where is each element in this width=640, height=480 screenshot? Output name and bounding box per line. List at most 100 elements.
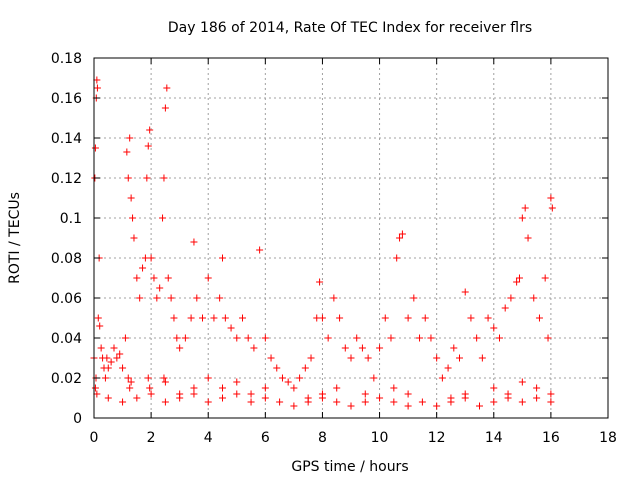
data-point — [524, 234, 532, 242]
data-point — [533, 384, 541, 392]
data-point — [290, 402, 298, 410]
data-point — [91, 144, 99, 152]
data-point — [156, 284, 164, 292]
data-point — [433, 354, 441, 362]
data-point — [318, 394, 326, 402]
data-point — [190, 384, 198, 392]
x-axis-label: GPS time / hours — [291, 459, 408, 475]
data-point — [518, 214, 526, 222]
y-tick-label: 0.16 — [51, 91, 82, 107]
data-point — [261, 384, 269, 392]
data-point — [233, 378, 241, 386]
data-point — [233, 390, 241, 398]
y-tick-label: 0.1 — [60, 211, 82, 227]
data-point — [119, 364, 127, 372]
data-point — [94, 314, 102, 322]
data-point — [250, 344, 258, 352]
data-point — [126, 134, 134, 142]
data-point — [204, 374, 212, 382]
data-point — [147, 254, 155, 262]
data-point — [143, 174, 151, 182]
data-point — [133, 274, 141, 282]
data-point — [547, 194, 555, 202]
data-point — [353, 334, 361, 342]
data-point — [390, 398, 398, 406]
data-point — [153, 294, 161, 302]
data-point — [544, 334, 552, 342]
data-point — [199, 314, 207, 322]
y-tick-label: 0.14 — [51, 131, 82, 147]
data-point — [478, 354, 486, 362]
data-point — [187, 314, 195, 322]
data-point — [160, 174, 168, 182]
data-point — [124, 174, 132, 182]
x-tick-label: 0 — [90, 430, 99, 446]
data-point — [103, 354, 111, 362]
data-point — [127, 378, 135, 386]
data-point — [404, 314, 412, 322]
data-point — [278, 374, 286, 382]
data-point — [104, 364, 112, 372]
data-point — [133, 394, 141, 402]
data-point — [159, 214, 167, 222]
data-point — [530, 294, 538, 302]
chart-title: Day 186 of 2014, Rate Of TEC Index for r… — [168, 20, 532, 36]
data-point — [473, 334, 481, 342]
data-point — [273, 364, 281, 372]
data-point — [261, 334, 269, 342]
data-point — [167, 294, 175, 302]
data-point — [130, 234, 138, 242]
data-point — [490, 384, 498, 392]
data-point — [467, 314, 475, 322]
x-tick-label: 16 — [542, 430, 560, 446]
y-axis-label: ROTI / TECUs — [7, 192, 23, 284]
data-point — [163, 84, 171, 92]
data-point — [256, 246, 264, 254]
data-point — [91, 384, 99, 392]
data-point — [219, 394, 226, 402]
data-point — [518, 378, 526, 386]
data-point — [456, 354, 464, 362]
data-point — [521, 204, 529, 212]
data-point — [515, 274, 523, 282]
data-point — [127, 194, 135, 202]
data-point — [364, 354, 372, 362]
data-point — [219, 254, 226, 262]
y-tick-label: 0.04 — [51, 331, 82, 347]
data-point — [210, 314, 218, 322]
x-tick-label: 2 — [147, 430, 156, 446]
data-point — [347, 402, 355, 410]
data-point — [144, 374, 152, 382]
y-tick-label: 0.12 — [51, 171, 82, 187]
data-point — [126, 384, 134, 392]
data-point — [173, 334, 181, 342]
data-point — [461, 288, 469, 296]
data-point — [396, 234, 404, 242]
data-point — [444, 364, 452, 372]
data-point — [247, 398, 255, 406]
data-point — [116, 350, 124, 358]
data-point — [330, 294, 338, 302]
x-tick-label: 4 — [204, 430, 213, 446]
data-point — [176, 344, 184, 352]
data-point — [164, 274, 172, 282]
data-point — [123, 148, 131, 156]
data-point — [244, 334, 252, 342]
data-point — [176, 394, 184, 402]
axes: 0 0.02 0.04 0.06 0.08 0.1 0.12 0.14 0.16 0.18 0 2 4 6… — [51, 51, 617, 446]
y-tick-label: 0.06 — [51, 291, 82, 307]
data-point — [370, 374, 378, 382]
data-point — [450, 344, 458, 352]
data-point — [504, 394, 512, 402]
data-point — [261, 394, 269, 402]
data-point — [376, 394, 384, 402]
data-point — [490, 398, 498, 406]
data-point — [170, 314, 178, 322]
data-point — [136, 294, 144, 302]
data-point — [484, 314, 492, 322]
data-point — [393, 254, 401, 262]
data-point — [190, 390, 198, 398]
data-point — [513, 278, 521, 286]
y-tick-label: 0.18 — [51, 51, 82, 67]
